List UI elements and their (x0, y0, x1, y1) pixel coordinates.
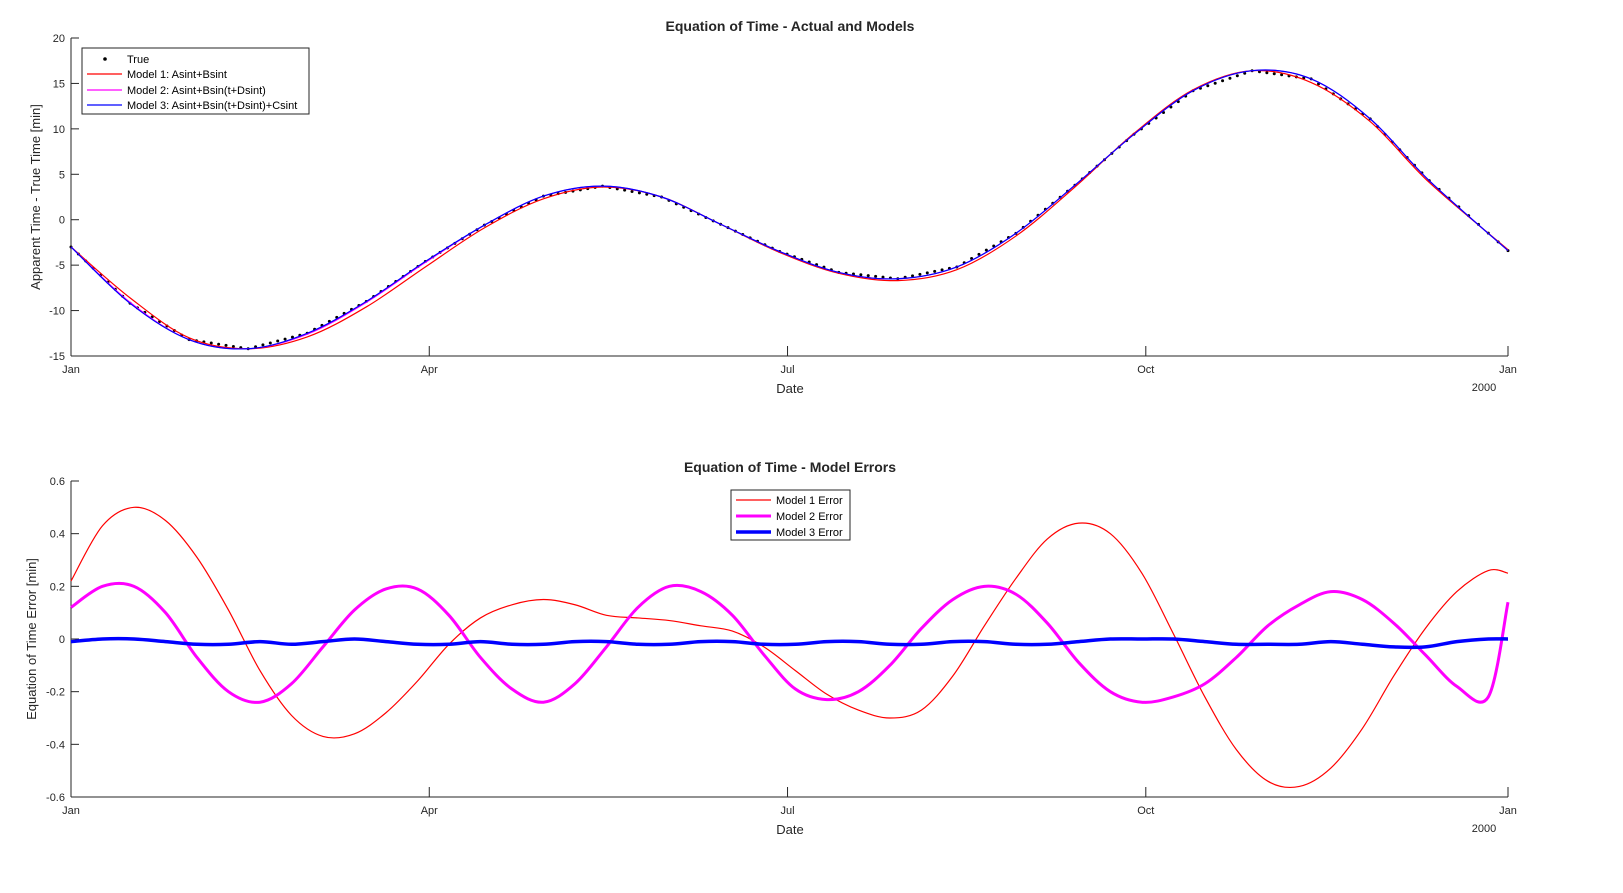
series-model-2-error (70, 581, 1510, 704)
data-point (1228, 76, 1232, 80)
series-model-1-asint-bsint (70, 69, 1509, 350)
y-tick-label: 10 (53, 124, 65, 136)
x-axis-label: Date (776, 822, 803, 837)
y-ticks: -0.6 -0.4 -0.2 0 0.2 0.4 0.6 (46, 476, 79, 804)
data-point (1235, 74, 1239, 78)
series-model-3-asint-bsin-t-dsint-csint (70, 69, 1509, 350)
legend-label-model-3-error: Model 3 Error (776, 527, 843, 539)
data-point (209, 341, 213, 345)
data-point (224, 343, 228, 347)
y-tick-label: 20 (53, 33, 65, 45)
data-point (925, 271, 929, 275)
chart-title: Equation of Time - Actual and Models (666, 18, 915, 34)
data-point (874, 274, 878, 278)
data-point (1272, 72, 1276, 76)
chart-title: Equation of Time - Model Errors (684, 459, 896, 475)
legend-label-model-3: Model 3: Asint+Bsin(t+Dsint)+Csint (127, 100, 297, 112)
legend[interactable]: Model 1 Error Model 2 Error Model 3 Erro… (730, 489, 851, 541)
chart-equation-of-time: Equation of Time - Actual and Models -15… (28, 18, 1517, 396)
data-point (276, 339, 280, 343)
data-point (623, 188, 627, 192)
x-axis-label: Date (776, 381, 803, 396)
x-ticks: Jan Apr Jul Oct Jan (62, 346, 1517, 376)
data-point (1280, 73, 1284, 77)
data-point (1206, 84, 1210, 88)
data-point (1243, 71, 1247, 75)
x-year-label: 2000 (1472, 382, 1496, 394)
x-tick-label: Jul (781, 805, 795, 817)
y-tick-label: 0.6 (50, 476, 65, 488)
chart-model-errors: Equation of Time - Model Errors -0.6 -0.4… (24, 459, 1517, 837)
data-point (984, 248, 988, 252)
x-tick-label: Jan (1499, 805, 1517, 817)
plot-area (70, 506, 1510, 789)
y-tick-label: -0.4 (46, 739, 65, 751)
data-point (977, 252, 981, 256)
data-point (933, 269, 937, 273)
data-point (918, 272, 922, 276)
y-axis-label: Apparent Time - True Time [min] (28, 104, 43, 290)
data-point (637, 191, 641, 195)
data-point (1221, 79, 1225, 83)
data-point (881, 275, 885, 279)
data-point (866, 274, 870, 278)
data-point (268, 341, 272, 345)
series-model-3-error (70, 636, 1509, 650)
legend-label-true: True (127, 54, 149, 66)
data-point (992, 244, 996, 248)
y-tick-label: -0.6 (46, 792, 65, 804)
x-tick-label: Jul (781, 364, 795, 376)
legend-label-model-2-error: Model 2 Error (776, 511, 843, 523)
legend-label-model-1-error: Model 1 Error (776, 495, 843, 507)
y-ticks: -15 -10 -5 0 5 10 15 20 (49, 33, 79, 363)
x-year-label: 2000 (1472, 823, 1496, 835)
legend-label-model-2: Model 2: Asint+Bsin(t+Dsint) (127, 85, 266, 97)
x-tick-label: Oct (1137, 364, 1154, 376)
data-point (217, 342, 221, 346)
y-tick-label: 0.4 (50, 529, 65, 541)
y-tick-label: -15 (49, 351, 65, 363)
legend[interactable]: True Model 1: Asint+Bsint Model 2: Asint… (81, 47, 310, 115)
y-tick-label: 0 (59, 634, 65, 646)
data-point (231, 344, 235, 348)
y-tick-label: 0.2 (50, 581, 65, 593)
data-point (261, 343, 265, 347)
x-tick-label: Jan (1499, 364, 1517, 376)
y-tick-label: 15 (53, 78, 65, 90)
data-point (911, 274, 915, 278)
y-tick-label: 0 (59, 215, 65, 227)
data-point (630, 190, 634, 194)
legend-box (81, 47, 310, 115)
x-tick-label: Oct (1137, 805, 1154, 817)
x-tick-label: Apr (421, 805, 438, 817)
x-tick-label: Jan (62, 805, 80, 817)
data-point (1213, 81, 1217, 85)
y-tick-label: -5 (55, 260, 65, 272)
x-tick-label: Apr (421, 364, 438, 376)
y-tick-label: -0.2 (46, 687, 65, 699)
legend-label-model-1: Model 1: Asint+Bsint (127, 69, 227, 81)
y-tick-label: 5 (59, 169, 65, 181)
plot-area (69, 69, 1510, 351)
x-tick-label: Jan (62, 364, 80, 376)
data-point (940, 268, 944, 272)
series-model-1-error (70, 506, 1509, 789)
data-point (1265, 71, 1269, 75)
y-axis-label: Equation of Time Error [min] (24, 558, 39, 720)
legend-marker-true (103, 57, 107, 61)
data-point (859, 273, 863, 277)
y-tick-label: -10 (49, 306, 65, 318)
data-point (290, 335, 294, 339)
data-point (283, 337, 287, 341)
x-ticks: Jan Apr Jul Oct Jan (62, 787, 1517, 817)
